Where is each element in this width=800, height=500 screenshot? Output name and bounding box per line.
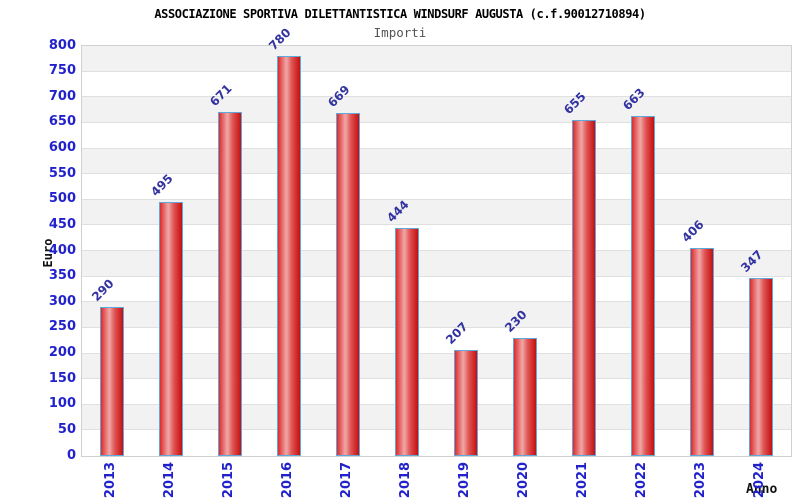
x-tick-2016: 2016 [280, 461, 295, 499]
plot-band [82, 174, 791, 200]
plot-band [82, 123, 791, 149]
bar-2014 [159, 202, 183, 456]
x-tick-2014: 2014 [162, 461, 177, 499]
y-tick-100: 100 [48, 396, 76, 411]
gridline [82, 224, 791, 226]
bar-2020 [513, 338, 537, 456]
bar-2018 [395, 228, 419, 456]
x-tick-2013: 2013 [103, 461, 118, 499]
plot-band [82, 353, 791, 380]
x-tick-2017: 2017 [339, 461, 354, 499]
plot-band [82, 46, 791, 72]
x-tick-2018: 2018 [398, 461, 413, 499]
bar-2013 [100, 307, 124, 456]
x-tick-2023: 2023 [693, 461, 708, 499]
plot-band [82, 379, 791, 405]
gridline [82, 301, 791, 303]
plot-band [82, 97, 791, 123]
gridline [82, 429, 791, 431]
gridline [82, 70, 791, 72]
y-tick-0: 0 [66, 448, 76, 463]
gridline [82, 352, 791, 354]
chart-subtitle: Importi [373, 25, 427, 40]
plot-band [82, 430, 791, 456]
gridline [82, 378, 791, 380]
gridline [82, 275, 791, 277]
y-tick-250: 250 [48, 319, 76, 334]
y-tick-150: 150 [48, 371, 76, 386]
x-tick-2020: 2020 [516, 461, 531, 499]
plot-band [82, 277, 791, 303]
y-tick-600: 600 [48, 140, 76, 155]
plot-area: 290 495 671 780 669 444 207 230 655 663 406 347 [81, 25, 792, 457]
y-tick-750: 750 [48, 63, 76, 78]
gridline [82, 96, 791, 98]
plot-band [82, 302, 791, 328]
bar-2016 [277, 56, 301, 456]
gridline [82, 250, 791, 251]
plot-band [82, 148, 791, 175]
chart-title: ASSOCIAZIONE SPORTIVA DILETTANTISTICA WI… [154, 7, 646, 21]
y-tick-550: 550 [48, 166, 76, 181]
gridline [82, 173, 791, 175]
plot-band [82, 199, 791, 226]
bar-2017 [336, 113, 360, 456]
plot-band [82, 404, 791, 431]
bar-2015 [218, 112, 242, 456]
y-tick-650: 650 [48, 114, 76, 129]
x-tick-2019: 2019 [457, 461, 472, 499]
bar-2021 [572, 120, 596, 456]
x-axis-title: Anno [746, 482, 778, 497]
gridline [82, 198, 791, 200]
x-tick-2022: 2022 [634, 461, 649, 499]
gridline [82, 147, 791, 149]
bar-2019 [454, 349, 478, 456]
bar-2024 [749, 278, 773, 456]
plot-band [82, 72, 791, 98]
gridline [82, 121, 791, 123]
plot-band [82, 251, 791, 277]
y-tick-700: 700 [48, 89, 76, 104]
y-axis-title: Euro [41, 238, 55, 268]
gridline [82, 326, 791, 328]
y-tick-200: 200 [48, 345, 76, 360]
plot-band [82, 328, 791, 354]
x-tick-2021: 2021 [575, 461, 590, 499]
gridline [82, 403, 791, 405]
bar-2022 [631, 116, 655, 456]
y-tick-300: 300 [48, 294, 76, 309]
bar-2023 [690, 247, 714, 456]
y-tick-50: 50 [57, 422, 76, 437]
y-tick-500: 500 [48, 191, 76, 206]
x-tick-2015: 2015 [221, 461, 236, 499]
